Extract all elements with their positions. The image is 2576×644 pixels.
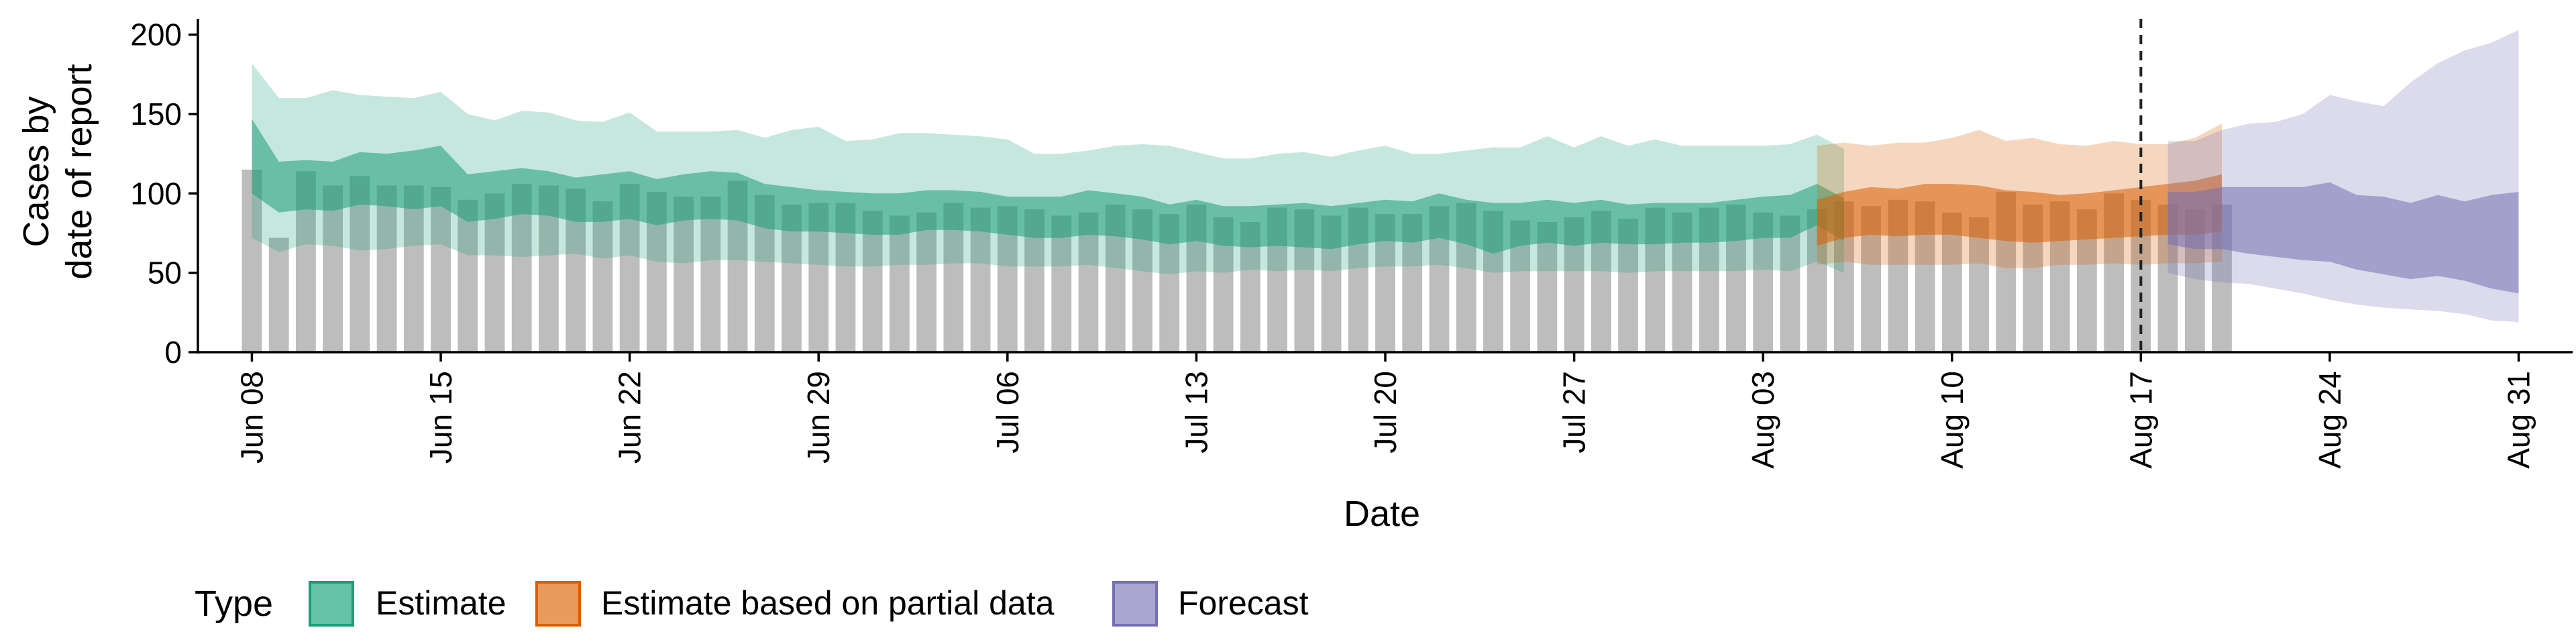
y-ticks: 0 50 100 150 200 [130,17,198,370]
bar [323,185,343,352]
x-tick-label: Aug 31 [2502,371,2536,469]
bar [458,199,478,352]
y-tick-label: 150 [130,97,182,131]
bar [674,197,694,352]
legend-label-forecast: Forecast [1178,584,1309,622]
bar [431,186,451,352]
x-tick-label: Aug 10 [1935,371,1970,469]
legend-swatch-partial [535,581,581,627]
x-tick-label: Jun 15 [423,371,458,464]
ribbons-layer [252,30,2519,322]
legend-swatch-forecast [1112,581,1158,627]
x-tick-label: Jun 08 [234,371,269,464]
bar [700,197,721,352]
ribbon-inner-estimate-based-on-partial-data [1817,174,2222,246]
x-tick-label: Jun 22 [612,371,647,464]
x-tick-label: Jun 29 [801,371,836,464]
x-tick-label: Aug 03 [1746,371,1780,469]
legend-swatch-estimate [309,581,354,627]
x-ticks: Jun 08 Jun 15 Jun 22 Jun 29 Jul 06 Jul 13 Jul … [234,352,2536,469]
x-tick-label: Jul 20 [1368,371,1403,453]
bar [1780,215,1801,352]
bar [916,212,937,352]
legend: Type Estimate Estimate based on partial … [195,581,1309,627]
x-axis-title: Date [1344,494,1420,534]
bar [376,185,397,352]
bar [592,201,613,352]
bar [1537,221,1558,352]
bar [241,169,262,353]
x-tick-label: Aug 24 [2312,371,2347,469]
x-tick-label: Aug 17 [2123,371,2158,469]
bar [1051,215,1072,352]
bar [1078,212,1099,352]
bar [1941,212,1962,352]
y-tick-label: 0 [164,335,182,370]
bar [1969,217,1989,352]
bar [403,185,424,352]
ribbon-inner-forecast [2167,182,2519,294]
y-axis-title-line-2: date of report [59,64,99,279]
legend-label-partial: Estimate based on partial data [601,584,1055,622]
y-tick-label: 100 [130,176,182,211]
y-axis-title-line-1: Cases by [16,96,56,247]
legend-title: Type [195,584,273,624]
x-tick-label: Jul 13 [1179,371,1214,453]
ribbon-inner-estimate [252,119,1844,254]
y-tick-label: 50 [148,256,182,290]
bar [890,215,910,352]
x-tick-label: Jul 06 [990,371,1025,453]
bar [268,237,289,352]
bar [484,193,505,352]
x-tick-label: Jul 27 [1557,371,1592,453]
y-tick-label: 200 [130,17,182,52]
legend-label-estimate: Estimate [376,584,506,622]
